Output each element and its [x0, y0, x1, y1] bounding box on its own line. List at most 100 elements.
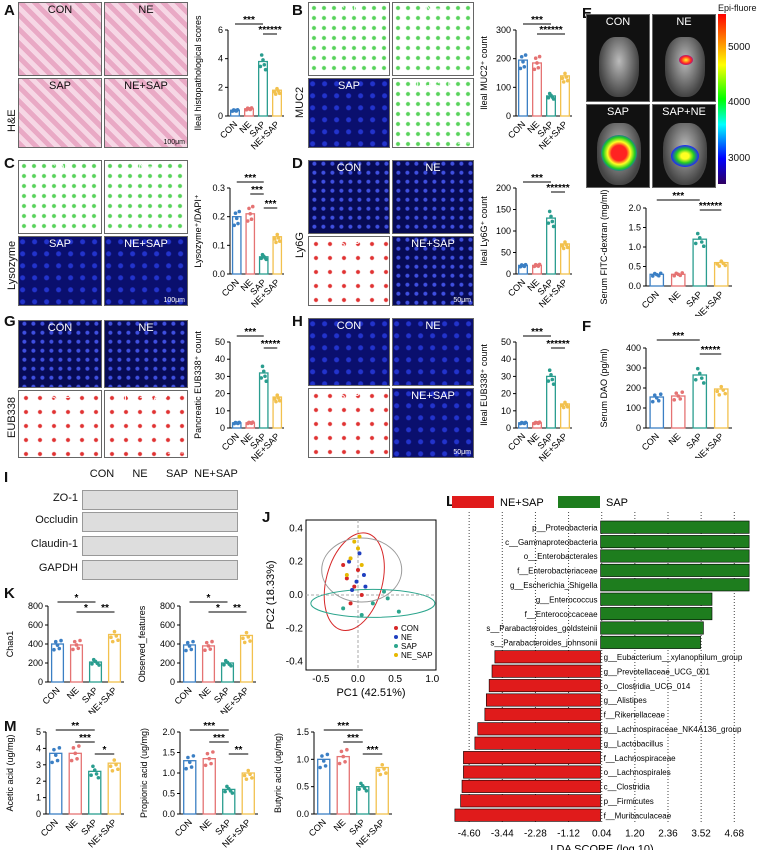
data-point: [701, 381, 706, 385]
lda-bar: [600, 563, 750, 577]
data-point: [357, 787, 361, 791]
pca-point-sap: [359, 613, 364, 617]
micrograph-con: CON: [308, 160, 390, 234]
y-tick-label: 30: [501, 371, 511, 381]
data-point: [236, 221, 240, 226]
data-point: [272, 397, 277, 401]
data-point: [116, 767, 120, 772]
data-point: [248, 639, 252, 643]
scale-bar-label: 50μm: [453, 297, 471, 304]
wb-group: CON: [89, 468, 115, 480]
data-point: [187, 644, 192, 648]
y-tick-label: 600: [28, 620, 43, 630]
data-point: [110, 639, 115, 644]
pca-point-ne_sap: [359, 563, 364, 567]
sig-marker: ***: [367, 745, 379, 756]
sig-marker: **: [101, 603, 109, 614]
feature-label: p__Proteobacteria: [532, 523, 598, 532]
legend-label: SAP: [606, 497, 628, 509]
legend-label: SAP: [401, 642, 417, 651]
data-point: [275, 393, 280, 397]
data-point: [187, 760, 192, 765]
pca-point-con: [352, 584, 357, 589]
micrograph-title: SAP: [48, 238, 71, 250]
data-point: [699, 376, 704, 380]
y-tick-label: 200: [496, 54, 511, 64]
ivis-tick: 3000: [728, 153, 751, 164]
x-tick-label: NE: [197, 685, 213, 701]
data-point: [242, 640, 247, 645]
x-tick-label: CON: [640, 431, 661, 452]
data-point: [263, 374, 267, 379]
micrograph-con: CON: [18, 160, 102, 234]
sig-marker: *: [103, 745, 107, 756]
data-point: [693, 377, 698, 382]
x-tick-label: -2.28: [524, 828, 547, 839]
y-tick-label: 200: [626, 383, 641, 393]
wb-group: NE+SAP: [194, 468, 238, 480]
sig-marker: ***: [251, 185, 263, 196]
y-tick-label: 100: [626, 403, 641, 413]
data-point: [259, 256, 264, 261]
y-tick-label: -0.2: [286, 623, 304, 634]
data-point: [325, 752, 330, 757]
pca-point-sap: [385, 596, 390, 601]
micrograph-ne: NE: [392, 318, 474, 386]
side-label-muc2: MUC2: [294, 86, 306, 118]
micrograph-ne: NE: [104, 160, 188, 234]
sig-marker: *: [75, 593, 79, 604]
bar-chart-a: Ileal histopathological scores 0246CONNES…: [193, 15, 284, 150]
y-tick-label: 0: [218, 111, 223, 121]
data-point: [678, 397, 683, 401]
sig-marker: ***: [347, 733, 359, 744]
y-tick-label: 0.0: [296, 809, 309, 819]
micrograph-title: SAP: [48, 392, 71, 404]
y-axis-label: Serum FITC-dextran (mg/ml): [599, 189, 609, 304]
micrograph-title: SAP: [337, 80, 360, 92]
lda-bar: [494, 650, 601, 664]
pca-point-sap: [341, 606, 346, 611]
data-point: [206, 644, 211, 648]
micrograph-title: NE: [138, 4, 154, 16]
data-point: [207, 756, 212, 761]
feature-label: c__Clostridia: [604, 783, 651, 792]
panel-label-a: A: [4, 2, 15, 19]
x-tick-label: CON: [220, 431, 241, 452]
legend-label: NE_SAP: [401, 651, 433, 660]
x-tick-label: 3.52: [691, 828, 711, 839]
lda-bar: [484, 707, 601, 721]
wb-protein-label: ZO-1: [52, 492, 78, 504]
lda-bar: [600, 635, 701, 649]
data-point: [264, 257, 269, 262]
data-point: [551, 97, 556, 101]
pca-point-ne: [361, 573, 366, 577]
data-point: [262, 63, 267, 67]
y-tick-label: 0: [506, 269, 511, 279]
data-point: [650, 274, 655, 278]
micrograph-title: NE: [425, 320, 441, 332]
y-axis-label: Propionic acid (ug/mg): [139, 728, 149, 818]
data-point: [211, 750, 215, 754]
data-point: [276, 396, 281, 400]
panel-label-h: H: [292, 313, 303, 330]
sig-marker: ***: [337, 721, 349, 732]
y-tick-label: 400: [626, 343, 641, 353]
data-point: [260, 364, 265, 369]
sig-marker: ***: [672, 331, 684, 342]
x-tick-label: CON: [506, 277, 527, 298]
data-point: [110, 768, 115, 773]
data-point: [116, 638, 120, 642]
data-point: [237, 209, 242, 214]
x-tick-label: NE: [667, 289, 683, 305]
data-point: [114, 634, 119, 638]
feature-label: g__Escherichia_Shigella: [510, 581, 598, 590]
y-tick-label: 2: [218, 82, 223, 92]
y-axis-label: Ileal Ly6G⁺ count: [479, 196, 489, 266]
data-point: [676, 394, 681, 398]
y-tick-label: 100: [496, 226, 511, 236]
micrograph-title: NE+SAP: [411, 80, 455, 92]
data-point: [362, 786, 367, 791]
x-tick-label: NE: [64, 817, 80, 833]
y-tick-label: 0.0: [162, 809, 175, 819]
